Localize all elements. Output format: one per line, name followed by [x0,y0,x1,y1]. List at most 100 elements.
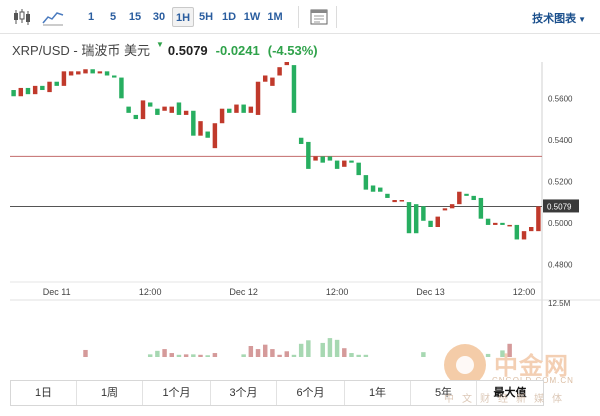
candle [500,222,505,225]
volume-bar [198,354,203,357]
volume-bar [255,349,261,357]
volume-bar [270,349,275,357]
range-3m-button[interactable]: 3个月 [211,381,277,405]
candle [334,160,340,169]
volume-bar [162,349,167,357]
candle [155,108,160,115]
volume-bar [342,348,347,357]
candle [327,156,333,161]
range-1w-button[interactable]: 1周 [77,381,143,405]
price-change: -0.0241 [215,43,260,58]
timeframe-5min-button[interactable]: 5 [109,11,117,23]
volume-tick-label: 12.5M [548,299,571,308]
tech-chart-link[interactable]: 技术图表 ▼ [532,10,586,26]
price-chart[interactable]: 0.5600 0.5400 0.5200 0.5000 0.4800 0.5079 12.5… [0,62,600,378]
candle [521,231,527,240]
volume-series [83,338,512,357]
volume-bar [212,353,218,357]
candle [471,195,476,201]
candle [198,121,203,136]
toolbar-divider [336,6,337,28]
candle [133,114,139,120]
candle [248,106,254,113]
candle [385,193,390,198]
candle [435,216,440,227]
candle [241,104,246,113]
candle [342,160,347,167]
candle [413,204,419,234]
range-5y-button[interactable]: 5年 [411,381,477,405]
candle [349,160,354,163]
range-1d-button[interactable]: 1日 [11,381,77,405]
candle [406,202,412,234]
time-tick-label: Dec 12 [229,287,258,297]
candle [147,102,153,107]
price-tick-label: 0.4800 [548,260,573,269]
volume-bar [205,355,210,357]
timeframe-1w-button[interactable]: 1W [243,11,261,23]
time-tick-label: Dec 13 [416,287,445,297]
candle [392,200,397,203]
volume-bar [191,354,196,357]
timeframe-15min-button[interactable]: 15 [128,11,142,23]
volume-bar [363,354,369,357]
timeframe-1m-button[interactable]: 1M [267,11,283,23]
watermark-brand: 中金网 [494,351,569,380]
candlestick-chart-icon[interactable] [12,8,34,26]
candle [449,204,455,209]
volume-bar [183,354,189,357]
candle [18,87,24,97]
volume-bar [248,346,254,357]
candle [457,191,462,205]
volume-bar [356,354,361,357]
volume-bar [277,354,282,357]
volume-bar [298,343,304,357]
price-down-icon: ▼ [155,40,164,49]
candle [169,106,174,113]
candle [378,187,383,192]
timeframe-1min-button[interactable]: 1 [87,11,95,23]
candle [219,108,225,124]
candle [25,87,31,95]
candle [176,102,182,115]
volume-bar [176,354,182,357]
candle [234,104,239,113]
candlestick-series [11,62,541,240]
range-1m-button[interactable]: 1个月 [143,381,211,405]
volume-bar [262,344,268,357]
volume-bar [507,343,512,357]
candle [54,81,59,86]
toolbar-divider [298,6,299,28]
range-1y-button[interactable]: 1年 [345,381,411,405]
volume-bar [284,351,290,357]
volume-bar [349,353,354,357]
timeframe-30min-button[interactable]: 30 [152,11,166,23]
price-change-percent: (-4.53%) [267,43,318,58]
candle [442,208,448,211]
last-price-tag [543,199,579,213]
range-selector: 1日 1周 1个月 3个月 6个月 1年 5年 最大值 [10,380,544,406]
candle [277,67,282,76]
candle [284,62,290,66]
timeframe-5h-button[interactable]: 5H [198,11,214,23]
chart-grid [10,62,600,361]
candle [313,156,318,161]
timeframe-1d-button[interactable]: 1D [221,11,237,23]
candle [507,224,512,227]
candle [112,75,117,78]
calendar-icon[interactable] [308,8,330,26]
volume-bar [306,340,311,357]
line-chart-icon[interactable] [42,8,64,26]
time-axis: Dec 11 12:00 Dec 12 12:00 Dec 13 12:00 [43,287,535,297]
reference-line [10,155,542,207]
timeframe-1h-button[interactable]: 1H [172,7,194,27]
candle [255,81,261,115]
volume-bar [334,339,340,357]
candle [528,227,534,232]
candle [140,100,146,120]
range-6m-button[interactable]: 6个月 [277,381,345,405]
volume-bar [327,338,333,357]
candle [40,85,45,91]
range-max-button[interactable]: 最大值 [493,387,527,399]
price-tick-label: 0.5200 [548,177,573,186]
